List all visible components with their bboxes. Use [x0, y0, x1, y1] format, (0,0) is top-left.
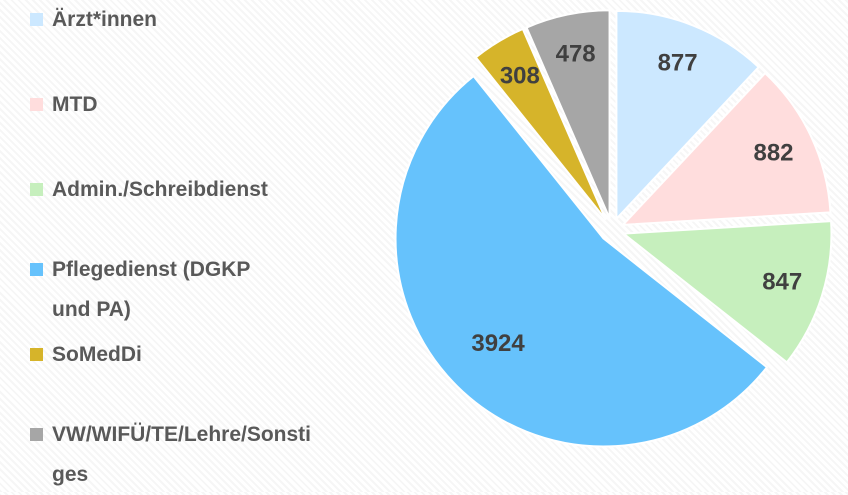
legend-label: Ärzt*innen: [52, 8, 157, 31]
legend-swatch: [30, 263, 43, 276]
pie-slice: [474, 27, 607, 221]
data-label: 882: [753, 140, 793, 167]
legend-swatch: [30, 428, 43, 441]
legend-item: Pflegedienst (DGKP und PA): [30, 250, 330, 330]
data-label: 877: [658, 49, 698, 76]
data-label: 847: [762, 269, 802, 296]
legend-item: Ärzt*innen: [30, 0, 330, 40]
data-label: 308: [500, 63, 540, 90]
pie-slice: [620, 220, 833, 364]
pie-slice: [615, 9, 761, 222]
legend-label: SoMedDi: [52, 343, 142, 366]
legend-item: VW/WIFÜ/TE/Lehre/Sonstiges: [30, 415, 330, 495]
data-label: 478: [556, 41, 596, 68]
legend-item: MTD: [30, 85, 330, 125]
pie-slice: [394, 74, 769, 448]
legend-swatch: [30, 98, 43, 111]
legend-item: Admin./Schreibdienst: [30, 170, 330, 210]
legend-label: Pflegedienst (DGKP und PA): [52, 258, 250, 321]
pie-slice: [525, 9, 611, 219]
legend-item: SoMedDi: [30, 335, 330, 375]
legend-swatch: [30, 13, 43, 26]
legend-label: MTD: [52, 93, 98, 116]
legend-swatch: [30, 183, 43, 196]
legend-label: Admin./Schreibdienst: [52, 178, 268, 201]
pie-slice: [620, 71, 832, 227]
legend-swatch: [30, 348, 43, 361]
data-label: 3924: [471, 330, 525, 357]
legend-label: VW/WIFÜ/TE/Lehre/Sonstiges: [52, 423, 312, 486]
